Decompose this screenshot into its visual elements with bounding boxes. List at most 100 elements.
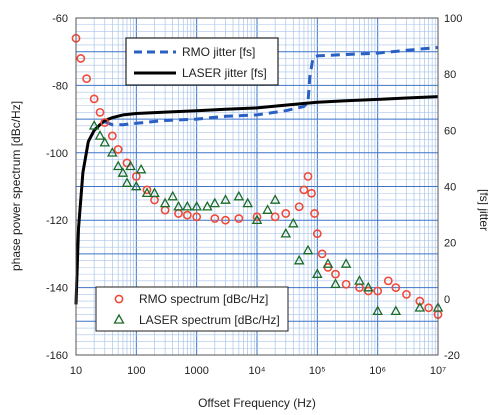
- y-tick-label: -60: [52, 13, 68, 25]
- laser-spectrum-dbc-hz-point: [363, 281, 374, 292]
- laser-spectrum-dbc-hz-point: [131, 180, 142, 191]
- y-axis-title: phase power spectrum [dBc/Hz]: [9, 101, 23, 271]
- laser-spectrum-dbc-hz-point: [262, 204, 273, 214]
- y2-axis-title: [fs] jitter: [477, 189, 488, 231]
- x-axis-title: Offset Frequency (Hz): [198, 396, 316, 410]
- laser-spectrum-dbc-hz-point: [173, 200, 184, 211]
- rmo-spectrum-dbc-hz-point: [424, 303, 434, 313]
- laser-spectrum-dbc-hz-point: [242, 197, 253, 208]
- laser-spectrum-dbc-hz-point: [288, 217, 299, 228]
- rmo-spectrum-dbc-hz-point: [107, 131, 117, 141]
- y-tick-label: -140: [46, 283, 68, 295]
- rmo-spectrum-dbc-hz-point: [317, 249, 327, 259]
- y-tick-label: -80: [52, 80, 68, 92]
- laser-spectrum-dbc-hz-point: [125, 160, 136, 171]
- laser-spectrum-dbc-hz-point: [182, 200, 193, 211]
- y2-tick-label: 20: [444, 238, 456, 250]
- laser-spectrum-dbc-hz-point: [390, 305, 402, 316]
- laser-spectrum-dbc-hz-point: [220, 194, 231, 204]
- y2-tick-label: 100: [444, 13, 462, 25]
- rmo-spectrum-dbc-hz-point: [142, 185, 152, 195]
- y-tick-label: -160: [46, 350, 68, 362]
- y2-tick-label: 40: [444, 182, 456, 194]
- y2-tick-label: 80: [444, 69, 456, 81]
- rmo-spectrum-dbc-hz-point: [221, 215, 230, 225]
- x-tick-label: 10⁷: [430, 365, 446, 377]
- laser-spectrum-dbc-hz-point: [99, 136, 111, 147]
- rmo-spectrum-dbc-hz-point: [299, 185, 309, 195]
- rmo-spectrum-dbc-hz-point: [383, 276, 393, 286]
- rmo-spectrum-dbc-hz-point: [331, 269, 340, 279]
- laser-spectrum-dbc-hz-point: [322, 258, 334, 268]
- rmo-spectrum-dbc-hz-point: [210, 214, 220, 223]
- y-tick-label: -120: [46, 215, 68, 227]
- legend-bottom-swatch-laser-spectrum: [113, 313, 125, 324]
- x-tick-label: 1000: [184, 365, 208, 377]
- laser-spectrum-dbc-hz-point: [149, 187, 160, 198]
- laser-spectrum-dbc-hz-point: [159, 197, 171, 208]
- rmo-spectrum-dbc-hz-point: [373, 286, 383, 296]
- y2-tick-label: 0: [444, 294, 450, 306]
- laser-spectrum-dbc-hz-point: [340, 258, 352, 268]
- rmo-spectrum-dbc-hz-point: [76, 54, 86, 63]
- laser-spectrum-dbc-hz-point: [251, 214, 263, 225]
- laser-spectrum-dbc-hz-point: [414, 301, 426, 312]
- laser-spectrum-dbc-hz-point: [167, 190, 178, 201]
- rmo-spectrum-dbc-hz-point: [307, 188, 316, 198]
- laser-spectrum-dbc-hz-point: [372, 305, 383, 316]
- y2-tick-label: 60: [444, 125, 456, 137]
- x-tick-label: 10: [70, 365, 82, 377]
- x-tick-label: 100: [127, 365, 145, 377]
- y2-tick-label: -20: [444, 350, 460, 362]
- legend-top-label-laser-jitter: LASER jitter [fs]: [182, 66, 267, 80]
- laser-spectrum-dbc-hz-point: [117, 167, 129, 177]
- rmo-spectrum-dbc-hz-point: [89, 94, 99, 104]
- legend-bottom-swatch-rmo-spectrum: [114, 294, 124, 304]
- y-tick-label: -100: [46, 148, 68, 160]
- laser-spectrum-dbc-hz-point: [135, 163, 147, 174]
- laser-spectrum-dbc-hz-point: [330, 278, 341, 289]
- laser-spectrum-dbc-hz-point: [302, 244, 314, 255]
- legend-bottom-box: [95, 286, 289, 332]
- x-tick-label: 10⁶: [369, 365, 386, 377]
- rmo-spectrum-dbc-hz-point: [294, 202, 304, 212]
- rmo-spectrum-dbc-hz-point: [402, 289, 411, 299]
- laser-spectrum-dbc-hz-point: [121, 177, 133, 187]
- laser-spectrum-dbc-hz-point: [191, 200, 202, 211]
- rmo-spectrum-dbc-hz-point: [82, 74, 92, 84]
- legend-top-label-rmo-jitter: RMO jitter [fs]: [182, 45, 255, 59]
- legend-bottom-label-laser-spectrum: LASER spectrum [dBc/Hz]: [139, 313, 280, 327]
- laser-spectrum-dbc-hz-point: [112, 160, 124, 171]
- laser-jitter-fs-line: [74, 95, 439, 305]
- rmo-jitter-fs-line: [104, 46, 439, 127]
- laser-spectrum-dbc-hz-point: [233, 190, 245, 201]
- tick-labels: 10 100 1000 10⁴ 10⁵ 10⁶ 10⁷-60-80-100-120-140-…: [46, 13, 462, 377]
- x-tick-label: 10⁵: [309, 365, 326, 377]
- rmo-spectrum-dbc-hz-point: [312, 229, 322, 239]
- laser-spectrum-dbc-hz-point: [94, 130, 106, 140]
- rmo-spectrum-dbc-hz-point: [341, 279, 351, 289]
- rmo-spectrum-dbc-hz-point: [252, 212, 262, 222]
- laser-spectrum-dbc-hz-point: [269, 194, 281, 204]
- rmo-spectrum-dbc-hz-point: [113, 145, 123, 154]
- rmo-spectrum-dbc-hz-point: [100, 118, 110, 127]
- laser-spectrum-dbc-hz-point: [354, 275, 365, 285]
- laser-spectrum-dbc-hz-markers: [88, 119, 444, 316]
- rmo-spectrum-dbc-hz-point: [192, 212, 202, 222]
- plot-frame: [75, 17, 439, 356]
- laser-spectrum-dbc-hz-point: [107, 146, 118, 157]
- legend-top-box: [125, 37, 279, 86]
- rmo-spectrum-dbc-hz-point: [182, 210, 192, 220]
- rmo-spectrum-dbc-hz-point: [95, 107, 105, 117]
- legend-bottom-label-rmo-spectrum: RMO spectrum [dBc/Hz]: [139, 292, 268, 306]
- laser-spectrum-dbc-hz-point: [293, 254, 305, 265]
- rmo-spectrum-dbc-hz-point: [391, 283, 401, 292]
- rmo-spectrum-dbc-hz-point: [270, 212, 280, 222]
- rmo-spectrum-dbc-hz-point: [303, 171, 313, 181]
- legend-bottom: RMO spectrum [dBc/Hz] LASER spectrum [dB…: [95, 286, 289, 332]
- legend-top: RMO jitter [fs] LASER jitter [fs]: [125, 37, 279, 86]
- x-tick-label: 10⁴: [249, 365, 266, 377]
- laser-spectrum-dbc-hz-point: [209, 197, 221, 208]
- laser-spectrum-dbc-hz-point: [88, 119, 100, 130]
